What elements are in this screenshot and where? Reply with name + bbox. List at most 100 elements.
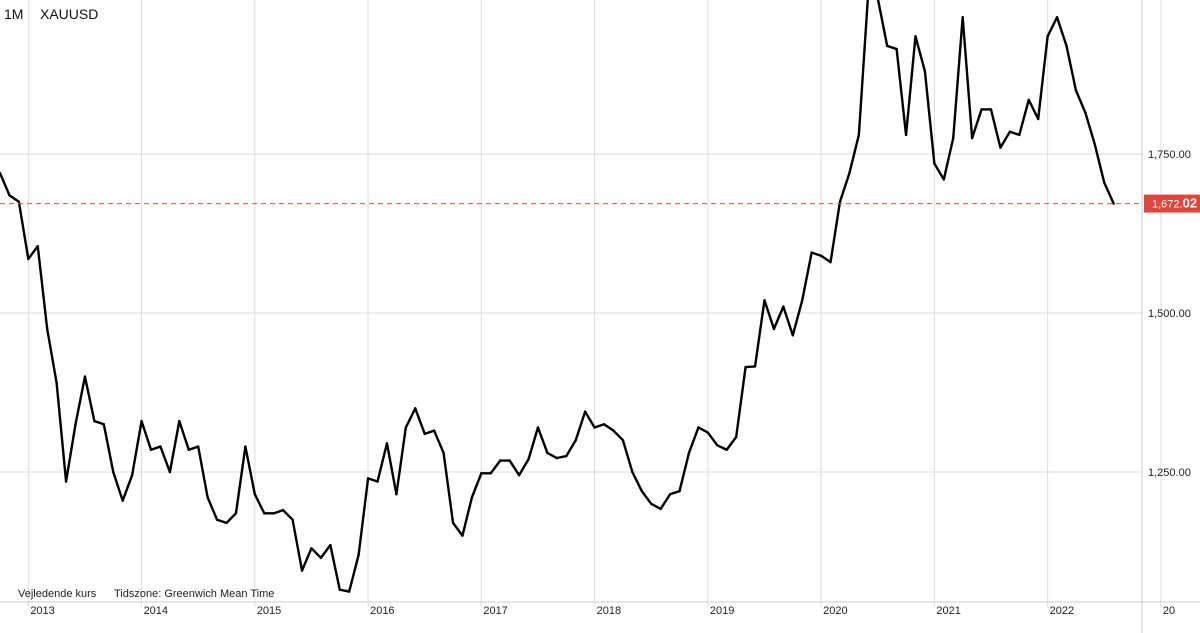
price-line-segment [366,477,379,483]
price-line-segment [102,423,115,474]
price-line-segment [0,171,11,197]
price-line-segment [423,429,436,436]
price-line-segment [734,365,747,439]
price-line-segment [196,445,209,499]
price-line-segment [876,0,889,48]
price-line-segment [527,426,540,461]
price-line-segment [291,518,304,572]
x-tick-label: 20 [1163,605,1175,617]
price-line-segment [904,35,917,137]
y-tick-label: 1,250.00 [1148,467,1191,479]
price-line-segment [970,108,983,140]
price-line-segment [999,130,1012,149]
price-line-segment [517,458,530,477]
price-line-segment [1027,98,1040,121]
price-line-segment [508,459,521,477]
price-line-segment [442,451,455,525]
price-line-segment [1103,181,1115,205]
price-line-segment [27,245,39,261]
price-line-segment [565,439,577,458]
price-line-segment [121,473,134,502]
price-line-segment [376,442,389,483]
price-line-segment [914,35,927,73]
price-line-segment [942,136,955,181]
x-tick-label: 2017 [483,605,507,617]
price-line-segment [395,426,408,496]
price-line-segment [140,419,153,451]
price-line-segment [83,375,96,423]
price-line-segment [848,133,861,175]
price-line-segment [791,299,804,337]
price-line-segment [215,518,228,525]
price-line-segment [801,251,813,302]
price-line-segment [187,445,200,451]
price-line-segment [319,543,332,560]
x-tick-label: 2019 [710,605,734,617]
interval-label[interactable]: 1M [4,6,24,22]
price-line-segment [687,426,700,455]
price-line-segment [631,470,643,493]
symbol-label[interactable]: XAUUSD [40,6,99,22]
price-line-segment [989,108,1002,149]
x-tick-label: 2015 [257,605,281,617]
price-line-segment [451,521,464,537]
x-tick-label: 2020 [823,605,847,617]
timezone-note: Tidszone: Greenwich Mean Time [114,588,275,600]
price-line-segment [281,508,294,521]
price-line-segment [536,426,549,455]
price-line-segment [923,70,936,165]
price-line-segment [112,470,124,502]
price-line-segment [1065,44,1078,92]
price-line-segment [602,423,615,432]
price-line-segment [659,493,672,511]
price-line-segment [338,588,351,593]
price-line-segment [772,305,785,331]
price-line-segment [593,423,606,429]
price-line-segment [838,171,851,203]
price-line-segment [461,496,474,537]
price-line-segment [1074,89,1087,114]
x-tick-label: 2016 [370,605,394,617]
price-line-segment [885,44,898,51]
y-tick-label: 1,500.00 [1148,308,1191,320]
price-line-segment [1046,16,1059,38]
price-line-segment [640,489,653,505]
price-line-segment [829,200,842,264]
price-line-segment [329,543,341,591]
price-line-segment [385,442,398,496]
price-line-segment [1055,16,1068,48]
x-tick-label: 2018 [597,605,621,617]
price-line-segment [782,305,794,337]
price-line-segment [300,547,313,572]
price-line-segment [819,254,832,264]
price-line-segment [45,327,58,385]
price-line-segment [716,444,728,451]
price-line-segment [810,251,823,257]
price-line-segment [93,419,106,426]
price-line-segment [952,16,964,140]
price-line-segment [17,200,30,261]
price-line-segment [678,451,691,493]
price-line-segment [753,299,766,368]
price-line-segment [178,419,190,451]
price-line-segment [895,47,908,137]
price-line-segment [489,459,502,475]
price-line-segment [272,508,285,515]
price-line-segment [130,419,143,477]
price-line-segment [1036,35,1049,121]
x-tick-label: 2013 [30,605,54,617]
price-line-segment [64,423,77,483]
price-line-segment [470,472,483,499]
price-line-segment [546,451,559,460]
price-line-segment [225,512,238,525]
price-line-segment [650,502,662,511]
current-price-tag [1144,194,1200,213]
price-line-segment [244,445,257,496]
price-line-segment [763,299,776,331]
price-line-segment [574,410,587,442]
price-line-segment [1008,130,1021,137]
price-line-segment [348,553,360,593]
price-line-segment [706,431,719,447]
